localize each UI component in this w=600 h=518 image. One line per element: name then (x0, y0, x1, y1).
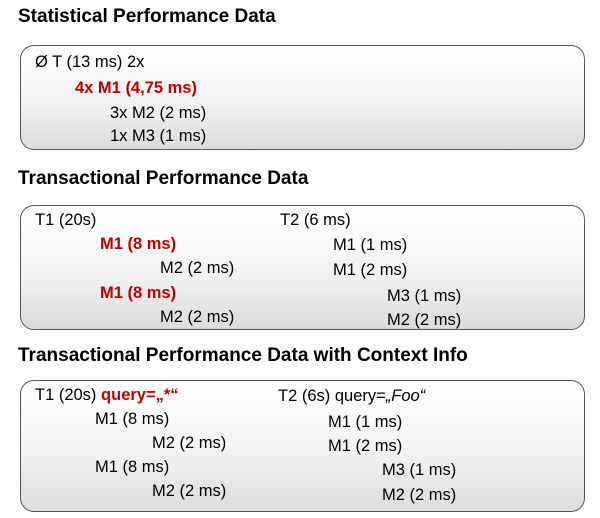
query: „Foo“ (385, 387, 426, 405)
line: M2 (2 ms) (387, 311, 462, 329)
line: M2 (2 ms) (152, 482, 227, 500)
line: M2 (2 ms) (160, 308, 235, 326)
line: M3 (1 ms) (387, 287, 462, 305)
line: M1 (2 ms) (328, 437, 403, 455)
line: M1 (8 ms) (100, 284, 177, 302)
section-title: Transactional Performance Data with Cont… (18, 345, 468, 366)
line: Ø T (13 ms) 2x (35, 53, 145, 71)
line: M2 (2 ms) (382, 486, 457, 504)
line: T1 (20s) (35, 211, 97, 229)
line: T1 (20s) query=„*“ (35, 385, 179, 405)
line: M3 (1 ms) (382, 461, 457, 479)
line: M2 (2 ms) (160, 259, 235, 277)
line: M1 (8 ms) (95, 410, 170, 428)
line: 3x M2 (2 ms) (110, 104, 207, 122)
line: M1 (1 ms) (328, 413, 403, 431)
section-title: Transactional Performance Data (18, 168, 309, 189)
query: query=„*“ (101, 386, 179, 404)
line: T2 (6 ms) (280, 211, 351, 229)
line: M1 (8 ms) (100, 235, 177, 253)
panel (20, 205, 585, 330)
panel (20, 45, 585, 150)
line: 4x M1 (4,75 ms) (75, 79, 197, 97)
section-title: Statistical Performance Data (18, 6, 276, 27)
text: T2 (6s) query= (278, 387, 386, 405)
line: 1x M3 (1 ms) (110, 127, 207, 145)
line: M2 (2 ms) (152, 434, 227, 452)
line: M1 (2 ms) (333, 261, 408, 279)
panel (20, 380, 585, 512)
text: T1 (20s) (35, 386, 97, 404)
line: M1 (8 ms) (95, 458, 170, 476)
line: T2 (6s) query=„Foo“ (278, 386, 425, 406)
line: M1 (1 ms) (333, 236, 408, 254)
